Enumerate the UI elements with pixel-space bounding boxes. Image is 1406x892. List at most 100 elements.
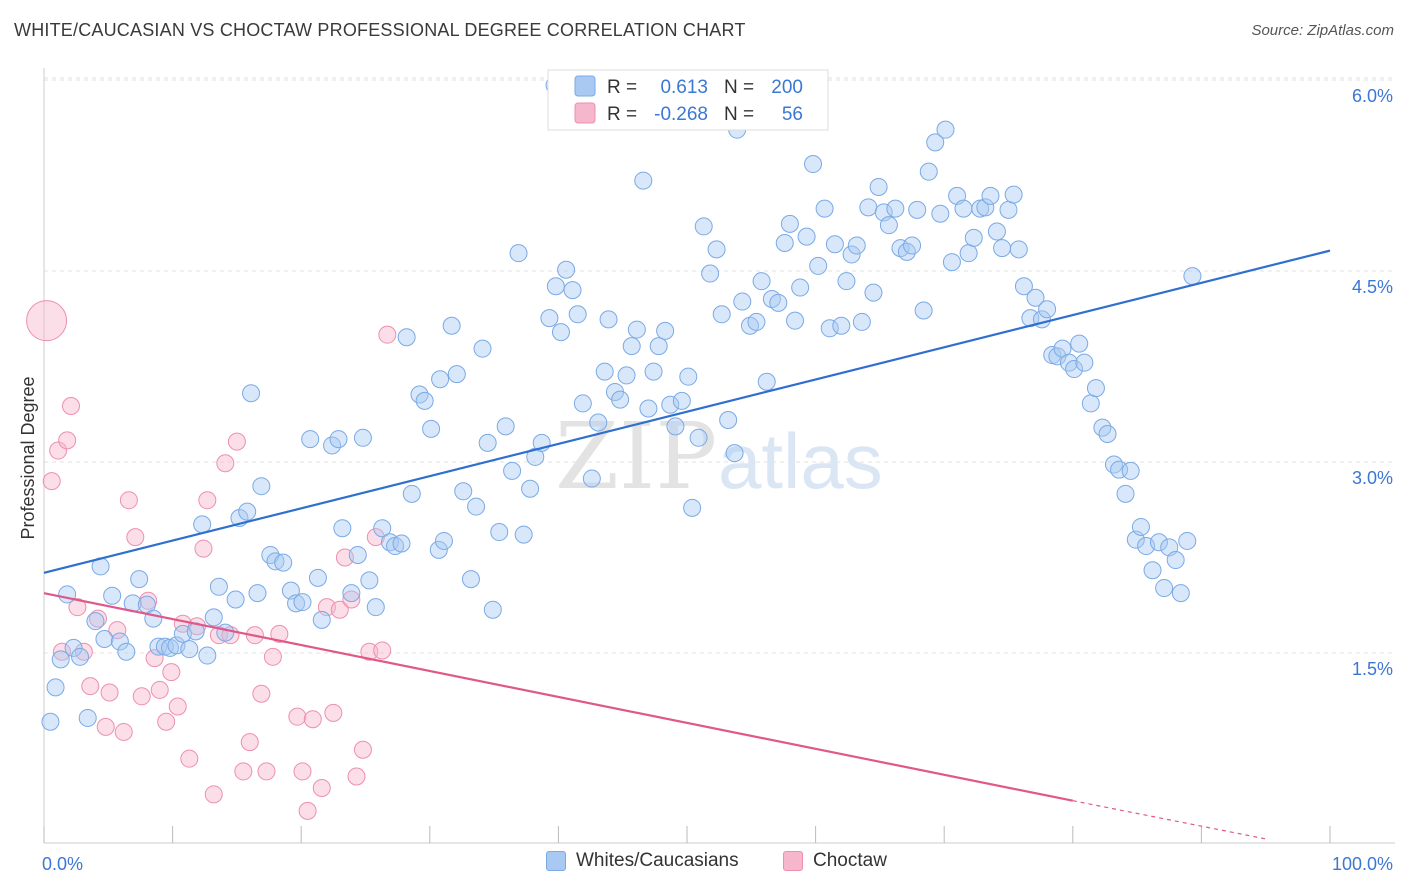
whites-point [622,337,641,356]
choctaw-point [347,767,366,786]
legend-item-choctaw: Choctaw [783,850,887,872]
whites-point [825,235,844,254]
whites-point [1183,267,1202,286]
whites-point [757,372,776,391]
whites-point [51,650,70,669]
chart-title: WHITE/CAUCASIAN VS CHOCTAW PROFESSIONAL … [14,20,746,40]
choctaw-point [227,432,246,451]
whites-point [103,586,122,605]
whites-point [725,444,744,463]
whites-point [936,120,955,139]
whites-point [903,236,922,255]
choctaw-point [150,680,169,699]
whites-point [775,233,794,252]
whites-point [837,272,856,291]
choctaw-point [157,712,176,731]
whites-point [442,316,461,335]
whites-point [266,552,285,571]
whites-point [712,305,731,324]
whites-point [611,390,630,409]
whites-point [308,568,327,587]
whites-point [180,640,199,659]
whites-point [719,410,738,429]
choctaw-trend-extension [1072,800,1266,840]
whites-point [942,253,961,272]
y-axis-label: Professional Degree [18,376,38,539]
legend-label-choctaw: Choctaw [813,850,887,871]
whites-point [683,498,702,517]
y-tick-label: 3.0% [1352,468,1393,488]
legend-swatch-choctaw [783,851,803,871]
whites-point [434,531,453,550]
whites-point [644,362,663,381]
whites-point [1166,551,1185,570]
whites-point [563,281,582,300]
y-tick-label: 6.0% [1352,86,1393,106]
whites-point [58,585,77,604]
whites-point [333,519,352,538]
whites-point [209,577,228,596]
whites-point [599,310,618,329]
choctaw-point [49,441,68,460]
axes [43,68,1395,844]
whites-point [454,482,473,501]
whites-point [540,309,559,328]
choctaw-point [353,740,372,759]
choctaw-point [180,749,199,768]
whites-point [842,245,861,264]
whites-point [287,594,306,613]
whites-point [993,239,1012,258]
whites-point [617,366,636,385]
tick-labels: 1.5% 3.0% 4.5% 6.0% 0.0% 100.0% [42,86,1393,874]
whites-point [274,553,293,572]
whites-point [342,584,361,603]
whites-point [1086,379,1105,398]
whites-point [1131,517,1150,536]
x-tick-label: 0.0% [42,854,83,874]
chart-source: Source: ZipAtlas.com [1251,22,1394,39]
whites-point [41,712,60,731]
whites-point [959,244,978,263]
whites-point [117,642,136,661]
choctaw-point [119,491,138,510]
choctaw-point [100,683,119,702]
choctaw-point [96,717,115,736]
choctaw-point [234,762,253,781]
whites-point [1014,277,1033,296]
whites-point [78,708,97,727]
whites-point [864,283,883,302]
choctaw-point [330,600,349,619]
whites-point [447,365,466,384]
choctaw-points [26,300,397,820]
whites-point [1155,579,1174,598]
whites-point [820,319,839,338]
legend-swatch-whites [574,75,596,97]
whites-point [193,515,212,534]
whites-point [791,278,810,297]
whites-point [46,678,65,697]
choctaw-point [42,472,61,491]
choctaw-point [342,590,361,609]
whites-point [248,584,267,603]
whites-point [216,623,235,642]
whites-points [41,76,1202,731]
whites-point [595,362,614,381]
whites-point [747,312,766,331]
whites-point [1149,533,1168,552]
choctaw-point [62,396,81,415]
whites-point [914,301,933,320]
whites-point [809,256,828,275]
choctaw-point [89,609,108,628]
whites-point [226,590,245,609]
legend-r-label: R = [607,104,637,125]
choctaw-point [303,710,322,729]
whites-point [689,428,708,447]
whites-point [672,391,691,410]
whites-point [707,240,726,259]
whites-point [656,321,675,340]
whites-point [312,610,331,629]
whites-point [461,570,480,589]
choctaw-point [132,687,151,706]
choctaw-point [216,454,235,473]
